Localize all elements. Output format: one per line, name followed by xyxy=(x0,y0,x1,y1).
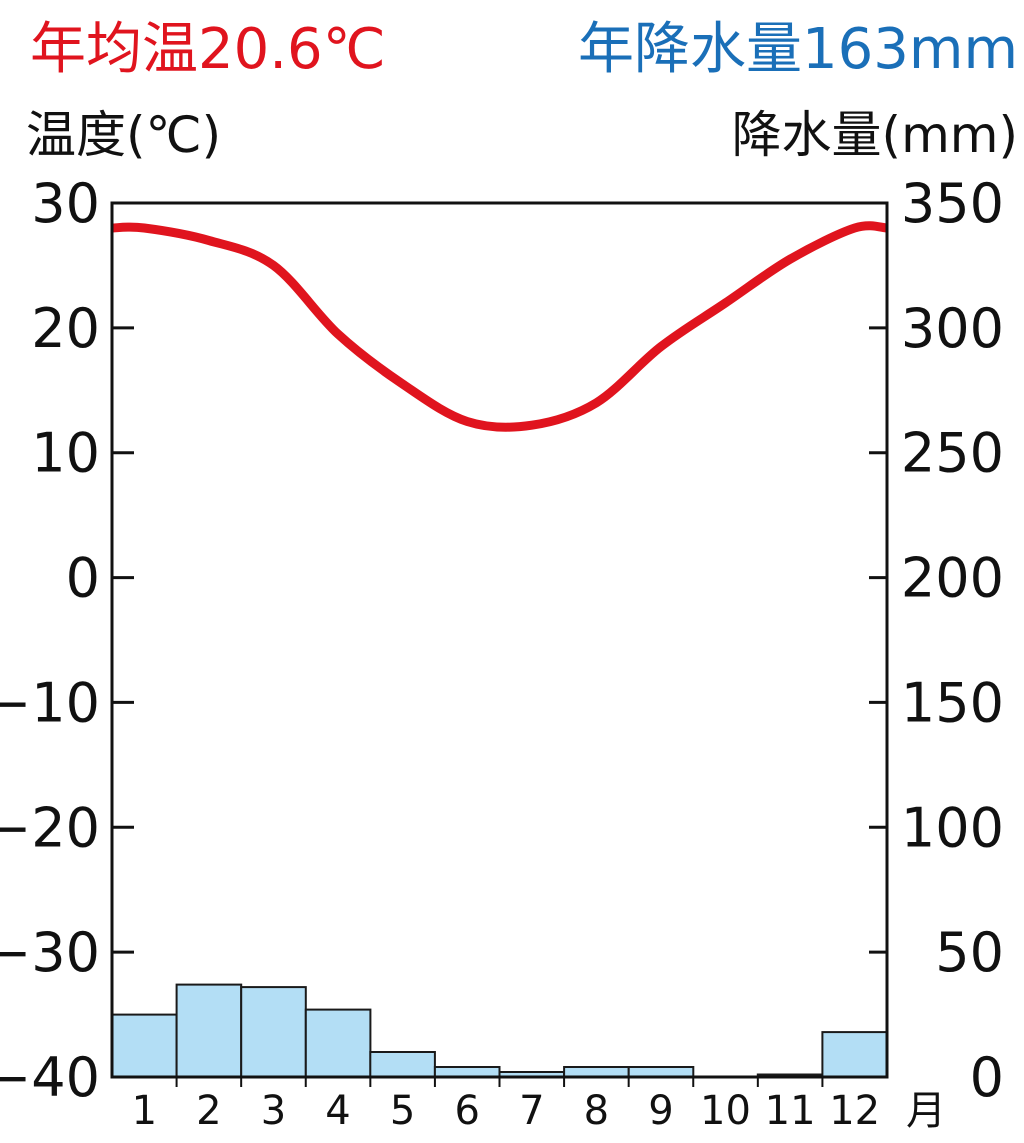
plot-frame xyxy=(110,201,889,1079)
month-label-2: 2 xyxy=(196,1088,221,1134)
left-tick-label: 30 xyxy=(31,172,100,235)
month-label-11: 11 xyxy=(765,1088,816,1134)
month-label-6: 6 xyxy=(454,1088,479,1134)
left-tick-label: −10 xyxy=(0,671,100,734)
precipitation-bars xyxy=(111,983,889,1078)
precip-bar-4 xyxy=(304,1008,372,1078)
left-tick-label: 10 xyxy=(31,422,100,485)
right-tick-label: 300 xyxy=(901,297,1004,360)
right-tick-label: 250 xyxy=(901,422,1004,485)
left-tick-label: −20 xyxy=(0,796,100,859)
left-tick-label: −30 xyxy=(0,921,100,984)
right-tick-label: 150 xyxy=(901,671,1004,734)
month-label-10: 10 xyxy=(700,1088,751,1134)
month-label-4: 4 xyxy=(325,1088,350,1134)
right-tick-label: 200 xyxy=(901,547,1004,610)
left-axis-title: 温度(℃) xyxy=(26,106,221,164)
precip-bar-3 xyxy=(240,986,307,1078)
right-tick-label: 100 xyxy=(901,796,1004,859)
left-tick-label: −40 xyxy=(0,1046,100,1109)
annual-mean-temperature: 年均温20.6℃ xyxy=(30,17,386,82)
left-tick-label: 20 xyxy=(31,297,100,360)
month-label-7: 7 xyxy=(519,1088,544,1134)
right-axis-title: 降水量(mm) xyxy=(732,106,1018,164)
precip-bar-2 xyxy=(175,983,243,1078)
month-label-8: 8 xyxy=(584,1088,609,1134)
left-tick-label: 0 xyxy=(66,547,100,610)
month-label-5: 5 xyxy=(390,1088,415,1134)
precip-bar-1 xyxy=(111,1013,178,1078)
x-axis-unit: 月 xyxy=(906,1088,946,1134)
right-axis-tick-labels: 350 300 250 200 150 100 50 0 xyxy=(901,172,1004,1109)
right-tick-label: 50 xyxy=(935,921,1004,984)
month-label-9: 9 xyxy=(648,1088,673,1134)
left-axis-tick-labels: 30 20 10 0 −10 −20 −30 −40 xyxy=(0,172,100,1109)
axis-ticks xyxy=(112,201,887,1087)
month-label-12: 12 xyxy=(829,1088,880,1134)
month-label-1: 1 xyxy=(132,1088,157,1134)
precip-bar-5 xyxy=(369,1051,436,1078)
precip-bar-12 xyxy=(821,1031,889,1078)
temperature-line xyxy=(111,221,888,432)
right-tick-label: 0 xyxy=(970,1046,1004,1109)
annual-precipitation: 年降水量163mm xyxy=(578,17,1018,82)
month-tick-labels: 1 2 3 4 5 6 7 8 9 10 11 12 xyxy=(132,1088,881,1134)
right-tick-label: 350 xyxy=(901,172,1004,235)
month-label-3: 3 xyxy=(261,1088,286,1134)
